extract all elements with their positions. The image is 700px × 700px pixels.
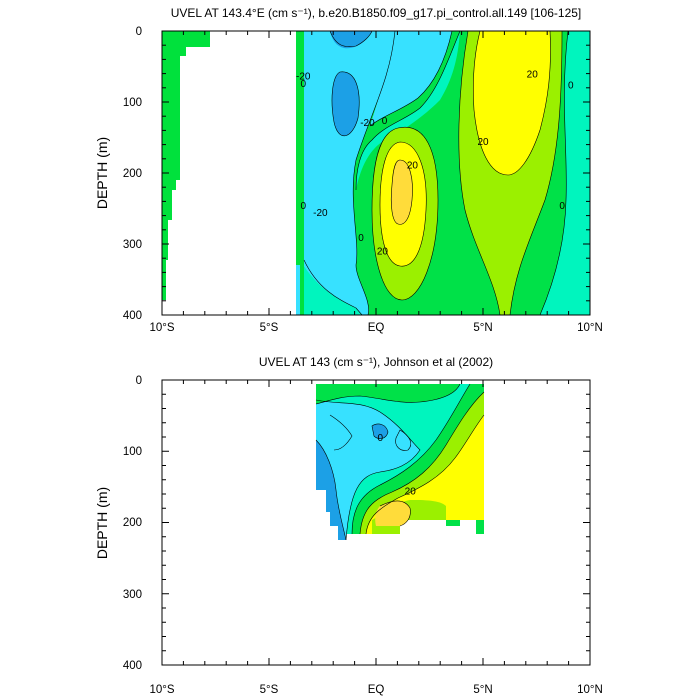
top-contour-line	[369, 31, 453, 127]
bottom-x-tick-label: 10°S	[149, 684, 174, 696]
top-core-south-surface	[330, 31, 372, 49]
top-contour-lines	[303, 31, 569, 315]
top-x-tick-label: 10°N	[577, 322, 603, 334]
bottom-y-tick-label: 0	[136, 375, 142, 387]
top-contour-line	[458, 31, 501, 315]
top-contour-line	[371, 126, 439, 301]
bottom-panel: UVEL AT 143 (cm s⁻¹), Johnson et al (200…	[94, 355, 603, 696]
top-axis-ticks	[161, 30, 591, 316]
top-contour-label: -20	[360, 118, 375, 129]
bottom-x-tick-labels: 10°S 5°S EQ 5°N 10°N	[149, 684, 602, 696]
bottom-y-tick-label: 300	[123, 589, 142, 601]
top-x-tick-label: EQ	[368, 322, 385, 334]
bottom-contour-line	[379, 500, 411, 527]
bottom-contour-line	[315, 439, 347, 541]
top-contour-fill	[162, 31, 590, 315]
top-contour-label: 0	[559, 201, 565, 212]
bottom-axis-ticks	[161, 379, 591, 666]
top-contour-label: -20	[313, 208, 328, 219]
bottom-y-tick-label: 400	[123, 660, 142, 672]
top-panel-title: UVEL AT 143.4°E (cm s⁻¹), b.e20.B1850.f0…	[171, 6, 582, 20]
top-land-right-strip	[296, 31, 304, 315]
top-x-tick-label: 5°S	[260, 322, 279, 334]
top-euc-core	[391, 160, 413, 225]
bottom-area-positive-surface	[316, 384, 460, 404]
bottom-contour-labels: 0 20	[377, 433, 416, 497]
top-band-eq-negative	[370, 31, 452, 126]
top-contour-label: 0	[358, 233, 364, 244]
top-contour-label: -20	[296, 72, 311, 83]
top-land-left-strip	[162, 31, 210, 300]
bottom-contour-line	[359, 391, 485, 535]
bottom-x-tick-label: 5°N	[473, 684, 492, 696]
top-contour-label: 0	[568, 80, 574, 91]
top-x-tick-label: 5°N	[473, 322, 492, 334]
bottom-panel-title: UVEL AT 143 (cm s⁻¹), Johnson et al (200…	[259, 355, 493, 369]
bottom-contour-label: 0	[377, 433, 383, 444]
top-contour-label: 20	[407, 160, 419, 171]
bottom-area-positive-max	[375, 501, 411, 526]
top-contour-label: 0	[300, 201, 306, 212]
top-y-axis-label: DEPTH (m)	[94, 137, 110, 209]
bottom-y-tick-label: 100	[123, 446, 142, 458]
top-contour-label: 20	[377, 246, 389, 257]
top-contour-label: 0	[382, 116, 388, 127]
bottom-contour-line	[315, 399, 421, 541]
top-y-tick-label: 100	[123, 97, 142, 109]
top-contour-label: 0	[300, 79, 306, 90]
bottom-contour-line	[365, 414, 485, 535]
bottom-area-negative-strong	[316, 440, 346, 540]
top-y-tick-labels: 0 100 200 300 400	[123, 26, 142, 322]
bottom-y-axis-label: DEPTH (m)	[94, 487, 110, 559]
bottom-contour-line	[351, 383, 471, 535]
top-band-north-near-zero	[540, 31, 590, 315]
top-contour-label: 20	[527, 70, 539, 81]
top-y-tick-label: 400	[123, 310, 142, 322]
bottom-area-negative-core	[372, 424, 388, 439]
top-contour-line	[379, 141, 427, 267]
bottom-contour-lines	[315, 383, 485, 541]
bottom-contour-line	[371, 423, 389, 439]
bottom-x-tick-label: EQ	[368, 684, 385, 696]
top-x-tick-labels: 10°S 5°S EQ 5°N 10°N	[149, 322, 602, 334]
top-ncc-strong	[473, 31, 551, 175]
top-band-south-negative	[296, 31, 395, 315]
bottom-y-tick-labels: 0 100 200 300 400	[123, 375, 142, 672]
bottom-contour-line	[395, 429, 412, 451]
top-contour-line	[329, 31, 373, 47]
top-y-tick-label: 300	[123, 239, 142, 251]
bottom-contour-line	[315, 383, 461, 405]
top-zero-zone-south	[300, 260, 362, 315]
top-contour-line	[472, 31, 551, 176]
top-y-tick-label: 200	[123, 168, 142, 180]
top-y-tick-label: 0	[136, 26, 142, 38]
top-contour-label: 20	[477, 137, 489, 148]
top-contour-line	[303, 259, 363, 315]
top-contour-line	[331, 71, 360, 137]
bottom-contour-label: 20	[405, 486, 417, 497]
bottom-area-negative	[316, 400, 420, 540]
bottom-x-tick-label: 5°S	[260, 684, 279, 696]
top-contour-line	[509, 31, 563, 315]
top-contour-line	[352, 31, 396, 315]
bottom-x-tick-label: 10°N	[577, 684, 603, 696]
top-panel: UVEL AT 143.4°E (cm s⁻¹), b.e20.B1850.f0…	[94, 6, 603, 334]
top-x-tick-label: 10°S	[149, 322, 174, 334]
top-land-mask	[162, 31, 296, 315]
bottom-y-tick-label: 200	[123, 517, 142, 529]
bottom-contour-fill	[315, 383, 485, 541]
top-contour-line	[390, 159, 413, 225]
bottom-contour-line	[329, 414, 353, 451]
top-contour-line	[539, 31, 569, 315]
top-contour-line	[355, 31, 461, 191]
top-core-south-strong	[332, 71, 360, 136]
